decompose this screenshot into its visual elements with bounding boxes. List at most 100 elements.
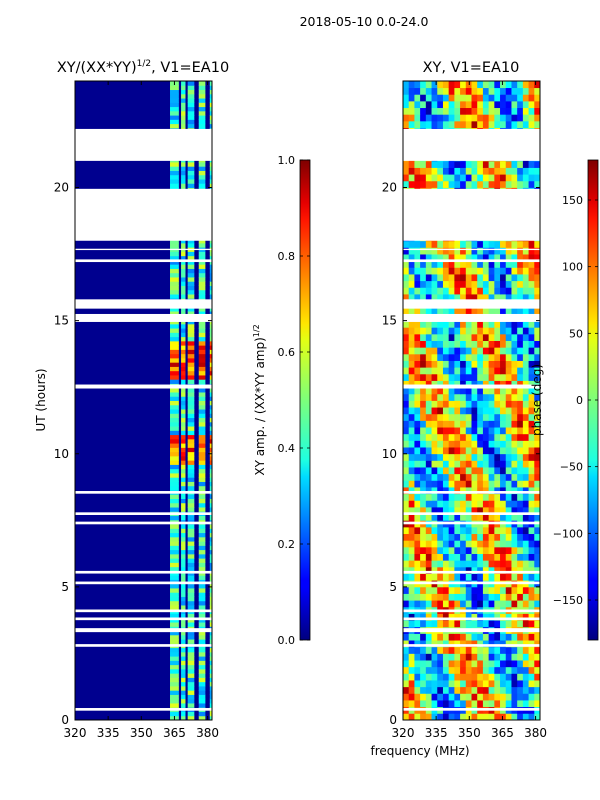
phase-cell: [403, 540, 410, 548]
phase-cell: [471, 460, 478, 468]
amplitude-cell: [170, 170, 179, 176]
phase-cell: [477, 287, 484, 295]
amplitude-cell: [181, 532, 186, 538]
phase-cell: [505, 387, 512, 395]
amplitude-cell: [187, 443, 195, 448]
phase-cell: [517, 333, 524, 341]
phase-cell: [460, 340, 467, 348]
phase-cell: [477, 353, 484, 361]
amplitude-cell: [198, 353, 206, 359]
phase-cell: [528, 693, 535, 701]
phase-cell: [488, 167, 495, 175]
phase-cell: [528, 453, 535, 461]
phase-cell: [414, 573, 421, 581]
phase-cell: [534, 546, 540, 554]
amplitude-cell: [170, 528, 179, 534]
phase-cell: [414, 447, 421, 455]
amplitude-cell: [209, 443, 212, 448]
phase-cell: [465, 660, 472, 668]
x-tick-label: 320: [64, 726, 87, 740]
phase-cell: [403, 473, 410, 481]
amplitude-cell: [181, 396, 186, 401]
amplitude-cell: [209, 660, 212, 666]
phase-cell: [420, 247, 427, 255]
phase-cell: [431, 533, 438, 541]
phase-cell: [500, 120, 507, 128]
phase-cell: [477, 526, 484, 535]
phase-cell: [442, 407, 450, 415]
phase-cell: [448, 280, 455, 288]
phase-cell: [528, 94, 535, 102]
amplitude-cell: [170, 575, 179, 580]
phase-cell: [442, 573, 450, 581]
phase-cell: [454, 540, 461, 548]
phase-cell: [522, 546, 529, 554]
phase-cell: [505, 553, 512, 561]
phase-cell: [442, 686, 450, 694]
phase-cell: [494, 267, 501, 275]
phase-cell: [431, 380, 438, 388]
phase-cell: [448, 307, 455, 315]
phase-cell: [460, 613, 467, 621]
phase-cell: [522, 114, 529, 122]
phase-cell: [528, 407, 535, 415]
phase-cell: [517, 700, 524, 708]
phase-cell: [431, 387, 438, 395]
phase-cell: [494, 94, 501, 102]
phase-cell: [505, 473, 512, 481]
amplitude-cell: [198, 400, 206, 406]
phase-cell: [431, 167, 438, 175]
phase-cell: [482, 353, 490, 361]
amplitude-cell: [181, 443, 186, 448]
phase-cell: [505, 340, 512, 348]
phase-cell: [460, 686, 467, 694]
phase-cell: [477, 433, 484, 441]
phase-cell: [488, 280, 495, 288]
phase-cell: [425, 240, 432, 248]
amplitude-cell: [209, 183, 212, 188]
phase-cell: [471, 660, 478, 668]
phase-cell: [420, 433, 427, 441]
phase-cell: [465, 120, 472, 128]
phase-cell: [482, 493, 490, 501]
phase-cell: [414, 347, 421, 355]
amplitude-cell: [181, 715, 186, 720]
phase-cell: [528, 533, 535, 541]
phase-cell: [500, 174, 507, 182]
phase-data-gap: [403, 609, 540, 613]
phase-cell: [528, 347, 535, 355]
phase-cell: [454, 593, 461, 601]
amplitude-cell: [187, 370, 195, 376]
phase-cell: [437, 167, 444, 175]
phase-cell: [522, 380, 529, 388]
phase-cell: [477, 280, 484, 288]
phase-cell: [408, 107, 415, 115]
phase-cell: [511, 546, 518, 554]
phase-cell: [454, 107, 461, 115]
phase-cell: [437, 507, 444, 515]
amplitude-cell: [209, 426, 212, 431]
amplitude-cell: [181, 673, 186, 678]
phase-cell: [488, 120, 495, 128]
phase-cell: [511, 633, 518, 641]
phase-cell: [420, 566, 427, 574]
amplitude-cell: [181, 238, 186, 244]
amplitude-cell: [187, 685, 195, 691]
phase-cell: [460, 540, 467, 548]
phase-cell: [522, 333, 529, 341]
phase-cell: [465, 287, 472, 295]
phase-cell: [528, 380, 535, 388]
phase-cell: [460, 353, 467, 361]
amplitude-cell: [198, 472, 206, 478]
phase-cell: [437, 686, 444, 694]
phase-cell: [442, 593, 450, 601]
phase-cell: [488, 620, 495, 628]
phase-cell: [482, 526, 490, 535]
phase-cell: [460, 487, 467, 495]
phase-cell: [534, 87, 540, 95]
phase-cell: [448, 613, 455, 621]
y-tick-label: 10: [54, 447, 69, 461]
amplitude-cell: [209, 673, 212, 678]
phase-cell: [488, 260, 495, 268]
phase-cell: [454, 407, 461, 415]
